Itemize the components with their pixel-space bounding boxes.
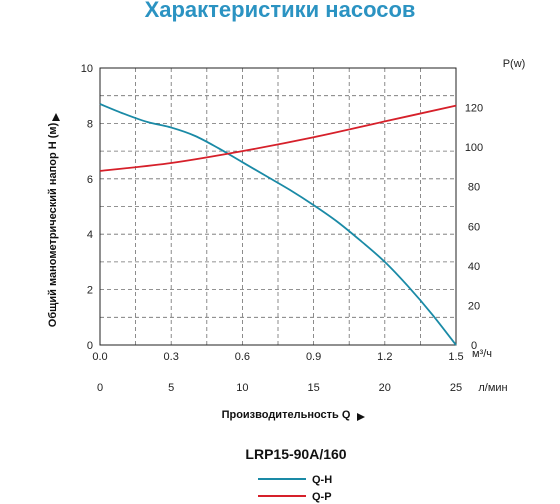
series-line-q-h [99,103,457,346]
x-secondary-tick-label: 10 [236,382,248,394]
y-left-tick-label: 10 [81,63,93,75]
x-unit-secondary: л/мин [478,382,507,394]
model-label: LRP15-90A/160 [245,446,346,462]
y-right-tick-label: 40 [468,261,480,273]
page-title: Характеристики насосов [145,0,416,22]
y-right-tick-label: 0 [471,340,477,352]
y-right-tick-label: 120 [465,103,483,115]
x-tick-label: 0.3 [164,351,179,363]
legend-qp-label: Q-P [312,491,332,503]
series-layer [99,103,457,346]
y-axis-title: Общий манометрический напор H (м) [47,122,59,327]
x-tick-label: 1.5 [448,351,463,363]
x-tick-label: 0.9 [306,351,321,363]
x-tick-label: 1.2 [377,351,392,363]
y-left-tick-label: 8 [87,118,93,130]
x-axis-arrow-icon [357,413,365,421]
x-unit-primary: м³/ч [472,348,492,360]
y-left-tick-label: 2 [87,285,93,297]
x-axis-title: Производительность Q [222,409,351,421]
x-secondary-tick-label: 5 [168,382,174,394]
right-axis-label: P(w) [503,58,526,70]
x-secondary-tick-label: 25 [450,382,462,394]
y-left-tick-label: 4 [87,229,93,241]
x-tick-label: 0.0 [92,351,107,363]
tick-labels: 0.0 0.3 0.6 0.9 1.2 1.50 5 10 15 20 25024681002040… [81,63,483,394]
y-right-tick-label: 80 [468,182,480,194]
y-right-tick-label: 60 [468,221,480,233]
legend-qh-label: Q-H [312,474,332,486]
x-tick-label: 0.6 [235,351,250,363]
series-line-q-p [99,104,457,172]
x-secondary-tick-label: 15 [307,382,319,394]
grid [99,67,457,346]
y-right-tick-label: 100 [465,142,483,154]
x-secondary-tick-label: 20 [379,382,391,394]
y-right-tick-label: 20 [468,300,480,312]
y-axis-arrow-icon [52,113,60,121]
y-left-tick-label: 6 [87,174,93,186]
x-secondary-tick-label: 0 [97,382,103,394]
plot-frame [99,67,457,346]
y-left-tick-label: 0 [87,340,93,352]
